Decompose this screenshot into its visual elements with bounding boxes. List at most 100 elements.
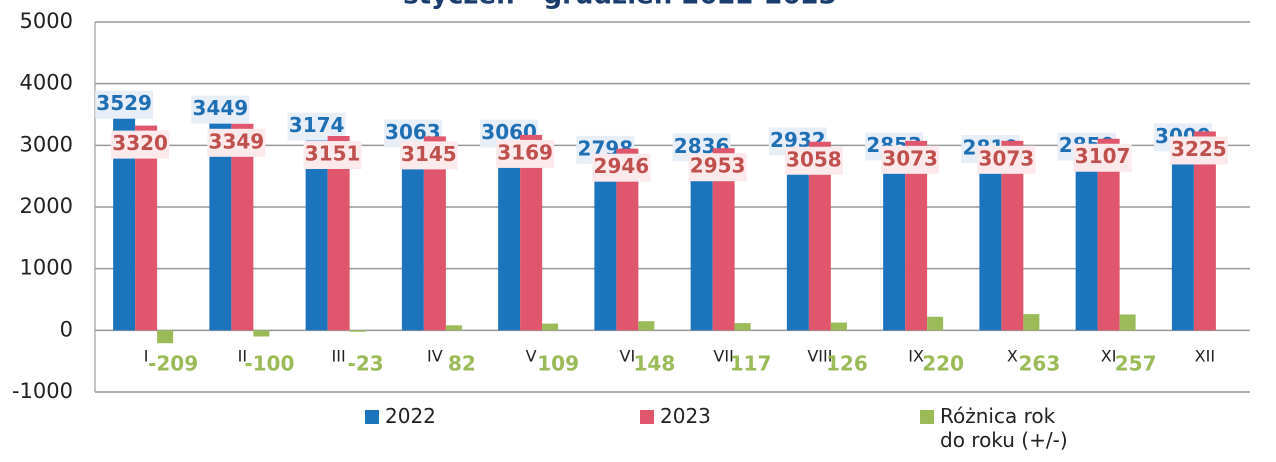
bar [594,157,617,331]
data-label: 3225 [1171,137,1227,161]
label-bg [399,141,458,170]
y-tick-label: 4000 [20,71,73,95]
data-label: 257 [1115,352,1157,376]
bar [979,157,1002,331]
x-tick-label: IX [908,347,924,366]
data-label: 3529 [96,91,152,115]
label-bg [881,145,940,174]
data-label: 3058 [786,147,842,171]
data-label: 3107 [1075,144,1131,168]
bar [1001,140,1024,331]
x-tick-label: XII [1195,347,1215,366]
legend-swatch [365,410,379,424]
data-label: 3449 [193,96,249,120]
bar [712,148,735,331]
data-label: -23 [348,352,384,376]
data-label: 3145 [401,142,457,166]
data-label: 2946 [594,154,650,178]
x-tick-label: V [526,347,537,366]
y-tick-label: 3000 [20,132,73,156]
data-label: 220 [922,352,964,376]
data-label: -100 [244,352,294,376]
label-bg [95,90,154,119]
legend-label: Różnica rok do roku (+/-) [940,404,1068,452]
bar [327,136,350,331]
data-label: 148 [634,352,676,376]
x-tick-label: III [332,347,346,366]
bar [157,330,174,344]
label-bg [592,153,651,182]
label-bg [784,146,843,175]
bar [423,136,446,331]
label-bg [207,128,266,157]
legend-label: 2023 [660,404,711,428]
data-label: 3073 [979,146,1035,170]
bar [638,321,655,331]
label-bg [1169,136,1228,165]
y-tick-label: 1000 [20,256,73,280]
data-label: 109 [537,352,579,376]
chart-title: styczeń - grudzień 2022-2023 [403,0,837,11]
x-tick-label: VII [713,347,733,366]
bar [305,134,328,331]
data-label: 3174 [289,113,345,137]
bar [1097,138,1120,331]
bar [808,141,831,331]
bar [1171,145,1194,331]
bar [690,155,713,331]
bar [113,112,136,331]
legend-swatch [640,410,654,424]
data-label: 3349 [209,129,265,153]
label-bg [287,112,346,141]
data-label: 3320 [112,131,168,155]
bar [1023,314,1040,331]
x-tick-label: XI [1101,347,1117,366]
data-label: 126 [826,352,868,376]
bar [927,316,944,331]
label-bg [496,139,555,168]
bar [616,148,639,331]
bar [1193,131,1216,331]
y-tick-label: 5000 [20,9,73,33]
bar [542,323,559,331]
legend-label: 2022 [385,404,436,428]
bar [830,322,847,331]
bar [498,141,521,331]
bar [445,325,462,331]
bar [253,330,270,337]
y-tick-label: 0 [60,317,73,341]
bar [905,140,928,331]
y-tick-label: -1000 [12,379,73,403]
bar [1075,154,1098,331]
label-bg [688,153,747,182]
bar [786,149,809,331]
x-tick-label: II [238,347,247,366]
bar [349,330,366,332]
bar [1119,314,1136,331]
label-bg [1073,143,1132,172]
bar [883,154,906,331]
x-tick-label: VIII [807,347,832,366]
legend-item: Różnica rok do roku (+/-) [920,404,1070,452]
bar [135,125,158,331]
label-bg [303,141,362,170]
label-bg [977,145,1036,174]
y-tick-label: 2000 [20,194,73,218]
x-tick-label: X [1007,347,1018,366]
data-label: 3151 [305,142,361,166]
bar [520,134,543,331]
data-label: 3169 [497,140,553,164]
bar [231,123,254,331]
bar [401,141,424,331]
data-label: 82 [448,352,476,376]
data-label: 263 [1019,352,1061,376]
x-tick-label: I [144,347,149,366]
bar [734,323,751,331]
label-bg [111,130,170,159]
legend-item: 2022 [365,404,436,428]
data-label: 117 [730,352,772,376]
x-tick-label: VI [620,347,636,366]
x-tick-label: IV [427,347,443,366]
data-label: 3073 [882,146,938,170]
